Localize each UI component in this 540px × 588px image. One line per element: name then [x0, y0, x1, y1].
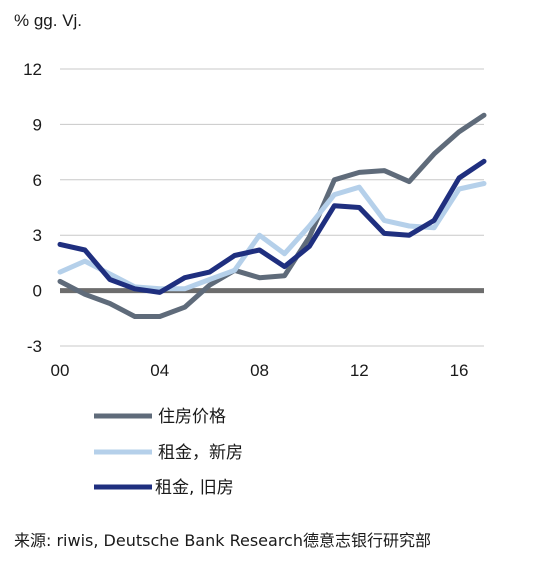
y-tick-label: 3 — [33, 226, 42, 245]
x-tick-label: 08 — [250, 361, 269, 380]
series-line-1 — [57, 112, 487, 319]
y-axis-label: % gg. Vj. — [14, 11, 82, 30]
y-tick-label: 6 — [33, 171, 42, 190]
x-tick-label: 16 — [450, 361, 469, 380]
series-line-2 — [57, 181, 487, 292]
legend-label-1: 住房价格 — [158, 407, 226, 427]
gridlines — [60, 68, 484, 347]
x-tick-label: 04 — [150, 361, 169, 380]
x-tick-label: 00 — [51, 361, 70, 380]
legend-label-3: 租金, 旧房 — [155, 478, 234, 498]
y-tick-label: 9 — [33, 115, 42, 134]
y-tick-labels: -3 0 3 6 9 12 — [23, 60, 42, 356]
series-line-3 — [57, 158, 487, 295]
y-tick-label: 0 — [33, 282, 42, 301]
source-note: 来源: riwis, Deutsche Bank Research德意志银行研究… — [14, 531, 431, 550]
legend-label-2: 租金，新房 — [158, 443, 243, 463]
series-lines — [57, 112, 487, 319]
x-tick-labels: 00 04 08 12 16 — [51, 361, 469, 380]
y-tick-label: 12 — [23, 60, 42, 79]
y-tick-label: -3 — [27, 337, 42, 356]
x-tick-label: 12 — [350, 361, 369, 380]
